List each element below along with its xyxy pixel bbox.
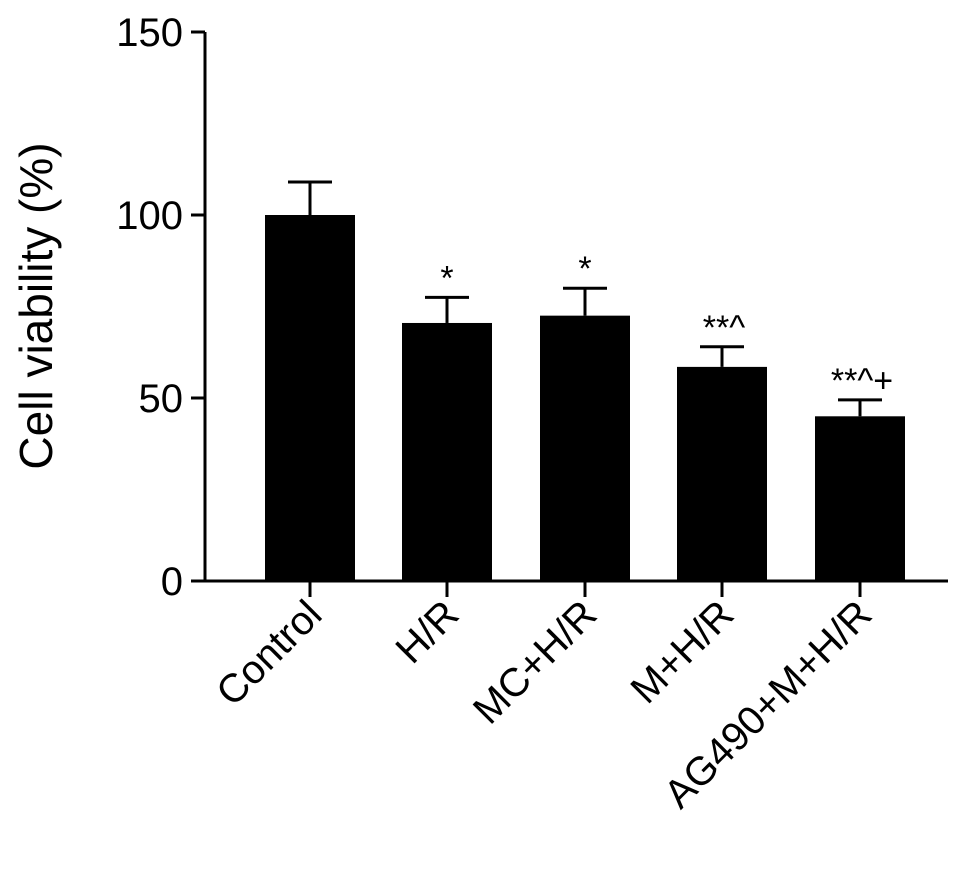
bars (265, 215, 905, 581)
significance-label: **^+ (831, 362, 893, 400)
significance-annotations: * * **^ **^+ (440, 250, 893, 400)
y-tick-label: 150 (116, 11, 183, 55)
x-tick-label: MC+H/R (465, 592, 605, 732)
significance-label: * (440, 259, 453, 297)
x-tick-label: Control (208, 592, 330, 714)
x-tick-label: H/R (388, 592, 468, 672)
bar (815, 416, 905, 581)
error-bars (288, 180, 882, 417)
y-axis-title: Cell viability (%) (10, 142, 62, 469)
x-tick-label: M+H/R (622, 592, 742, 712)
bar (402, 322, 492, 581)
significance-label: **^ (703, 309, 745, 347)
y-tick-label: 100 (116, 194, 183, 238)
bar (677, 366, 767, 581)
y-tick-label: 0 (161, 560, 183, 604)
significance-label: * (578, 250, 591, 288)
bar (540, 315, 630, 581)
bar (265, 215, 355, 581)
y-axis: 0 50 100 150 (116, 11, 207, 604)
y-tick-label: 50 (139, 377, 184, 421)
